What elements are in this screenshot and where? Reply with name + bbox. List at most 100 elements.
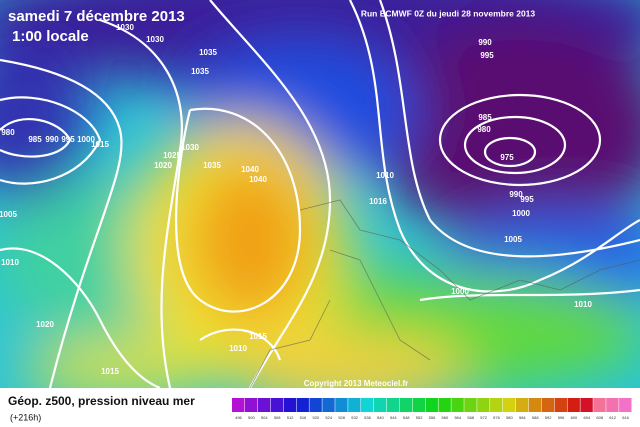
colorbar-label: 544 (390, 415, 397, 420)
isobar-label: 1010 (574, 300, 592, 309)
colorbar-label: 560 (442, 415, 449, 420)
isobar-label: 1000 (77, 135, 95, 144)
colorbar-label: 568 (467, 415, 474, 420)
colorbar-swatch (373, 398, 387, 412)
colorbar-label: 532 (351, 415, 358, 420)
colorbar-label: 612 (609, 415, 616, 420)
colorbar-label: 616 (622, 415, 629, 420)
isobar-label: 1035 (203, 161, 221, 170)
isobar-label: 1010 (229, 344, 247, 353)
colorbar-label: 504 (261, 415, 268, 420)
colorbar-swatch (412, 398, 426, 412)
colorbar-swatch (399, 398, 413, 412)
colorbar-swatch (361, 398, 374, 412)
colorbar-label: 580 (506, 415, 513, 420)
colorbar-label: 572 (480, 415, 487, 420)
colorbar-swatch (348, 398, 361, 412)
colorbar-swatch (322, 398, 335, 412)
isobar-label: 980 (477, 125, 491, 134)
colorbar-swatch (270, 398, 284, 412)
colorbar-label: 528 (338, 415, 345, 420)
isobar-label: 990 (509, 190, 523, 199)
isobar-label: 1010 (376, 171, 394, 180)
map-field (0, 0, 640, 388)
isobar-label: 1025 (163, 151, 181, 160)
colorbar-label: 576 (493, 415, 500, 420)
colorbar-label: 516 (300, 415, 307, 420)
footer-title: Géop. z500, pression niveau mer (8, 394, 195, 408)
isobar-label: 1035 (199, 48, 217, 57)
colorbar-swatch (554, 398, 567, 412)
colorbar-swatch (283, 398, 297, 412)
colorbar-swatch (451, 398, 464, 412)
colorbar-label: 540 (377, 415, 384, 420)
colorbar-label: 548 (403, 415, 410, 420)
isobar-label: 1020 (154, 161, 172, 170)
colorbar-label: 588 (532, 415, 539, 420)
colorbar-swatch (593, 398, 606, 412)
isobar-label: 1030 (181, 143, 199, 152)
colorbar-label: 600 (571, 415, 578, 420)
colorbar-swatch (296, 398, 309, 412)
colorbar-label: 512 (287, 415, 294, 420)
colorbar-swatch (309, 398, 322, 412)
isobar-label: 1040 (241, 165, 259, 174)
isobar-label: 995 (520, 195, 534, 204)
run-info: Run ECMWF 0Z du jeudi 28 novembre 2013 (361, 8, 536, 18)
colorbar-swatch (232, 398, 245, 412)
isobar-label: 1000 (451, 287, 469, 296)
isobar-label: 1005 (504, 235, 522, 244)
colorbar-label: 564 (454, 415, 461, 420)
isobar-label: 1015 (249, 332, 267, 341)
colorbar-label: 500 (248, 415, 255, 420)
isobar-label: 995 (480, 51, 494, 60)
isobar-label: 1010 (1, 258, 19, 267)
colorbar-label: 536 (364, 415, 371, 420)
colorbar-swatch (477, 398, 490, 412)
isobar-label: 980 (1, 128, 15, 137)
isobar-label: 975 (500, 153, 514, 162)
date: samedi 7 décembre 2013 (8, 8, 185, 25)
isobar-label: 1035 (191, 67, 209, 76)
colorbar-label: 496 (235, 415, 242, 420)
colorbar-swatch (580, 398, 593, 412)
colorbar-swatch (244, 398, 258, 412)
isobar-label: 1030 (146, 35, 164, 44)
isobar-label: 1005 (0, 210, 17, 219)
colorbar-swatch (606, 398, 619, 412)
colorbar-swatch (335, 398, 348, 412)
colorbar-swatch (567, 398, 580, 412)
isobar-label: 990 (478, 38, 492, 47)
lead-time: (+216h) (10, 412, 41, 422)
colorbar-label: 592 (545, 415, 552, 420)
coastlines (249, 199, 640, 388)
colorbar-label: 584 (519, 415, 526, 420)
colorbar-label: 608 (596, 415, 603, 420)
colorbar-swatch (425, 398, 438, 412)
colorbar-swatch (619, 398, 632, 412)
colorbar-label: 524 (325, 415, 332, 420)
isobar-label: 1000 (512, 209, 530, 218)
isobar-label: 1015 (101, 367, 119, 376)
colorbar-swatch (541, 398, 555, 412)
isobar-label: 1015 (91, 140, 109, 149)
colorbar-label: 520 (313, 415, 320, 420)
colorbar-label: 552 (416, 415, 423, 420)
colorbar-swatch (438, 398, 451, 412)
colorbar-label: 556 (429, 415, 436, 420)
isobar-label: 1030 (116, 23, 134, 32)
colorbar-swatch (257, 398, 271, 412)
isobar-label: 995 (61, 135, 75, 144)
colorbar-label: 508 (274, 415, 281, 420)
isobar-label: 985 (28, 135, 42, 144)
colorbar-swatch (515, 398, 529, 412)
colorbar-swatch (464, 398, 477, 412)
colorbar-swatch (386, 398, 400, 412)
colorbar-label: 604 (583, 415, 590, 420)
colorbar-label: 596 (558, 415, 565, 420)
colorbar-swatch (502, 398, 516, 412)
isobar-label: 985 (478, 113, 492, 122)
isobar-label: 1040 (249, 175, 267, 184)
copyright: Copyright 2013 Meteociel.fr (304, 379, 408, 388)
